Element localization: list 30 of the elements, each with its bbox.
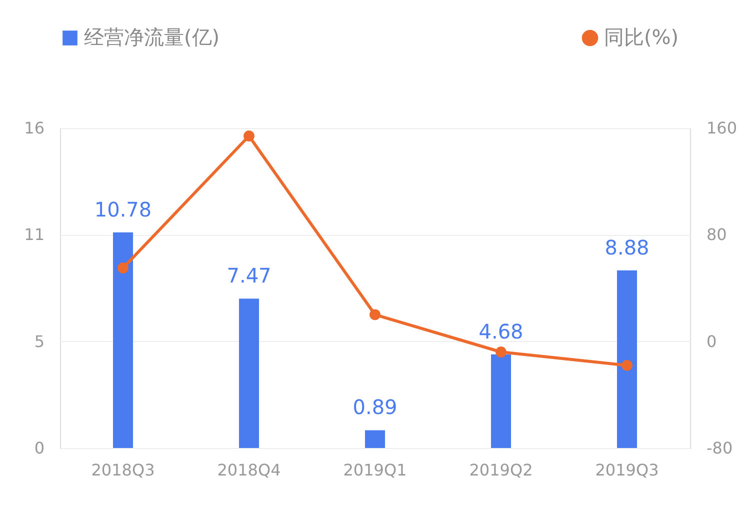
legend-label: 同比(%) [604, 25, 679, 49]
x-tick-label: 2019Q3 [595, 460, 659, 480]
y-tick-label: 11 [24, 225, 44, 244]
y2-tick-label: 80 [706, 225, 727, 244]
bar [239, 298, 259, 448]
bar [617, 270, 637, 448]
legend-label: 经营净流量(亿) [84, 25, 220, 49]
bar [491, 354, 511, 448]
x-tick-label: 2018Q4 [217, 460, 281, 480]
x-tick-label: 2019Q2 [469, 460, 533, 480]
x-tick-label: 2018Q3 [91, 460, 155, 480]
y2-tick-label: 160 [706, 118, 738, 138]
data-label: 7.47 [226, 264, 272, 288]
point [244, 130, 254, 142]
y-tick-label: 0 [34, 438, 44, 458]
point [496, 346, 506, 358]
bar [113, 232, 133, 448]
data-label: 0.89 [352, 395, 398, 420]
data-label: 10.78 [94, 197, 152, 222]
point [370, 309, 380, 320]
data-label: 8.88 [604, 235, 650, 260]
y2-tick-label: -80 [706, 438, 733, 458]
x-tick-label: 2019Q1 [343, 460, 407, 480]
y-tick-label: 5 [34, 332, 44, 351]
point [622, 360, 632, 371]
point [118, 262, 128, 274]
bar [365, 430, 385, 448]
data-label: 4.68 [478, 319, 524, 344]
y2-tick-label: 0 [706, 332, 717, 351]
y-tick-label: 16 [24, 118, 44, 138]
